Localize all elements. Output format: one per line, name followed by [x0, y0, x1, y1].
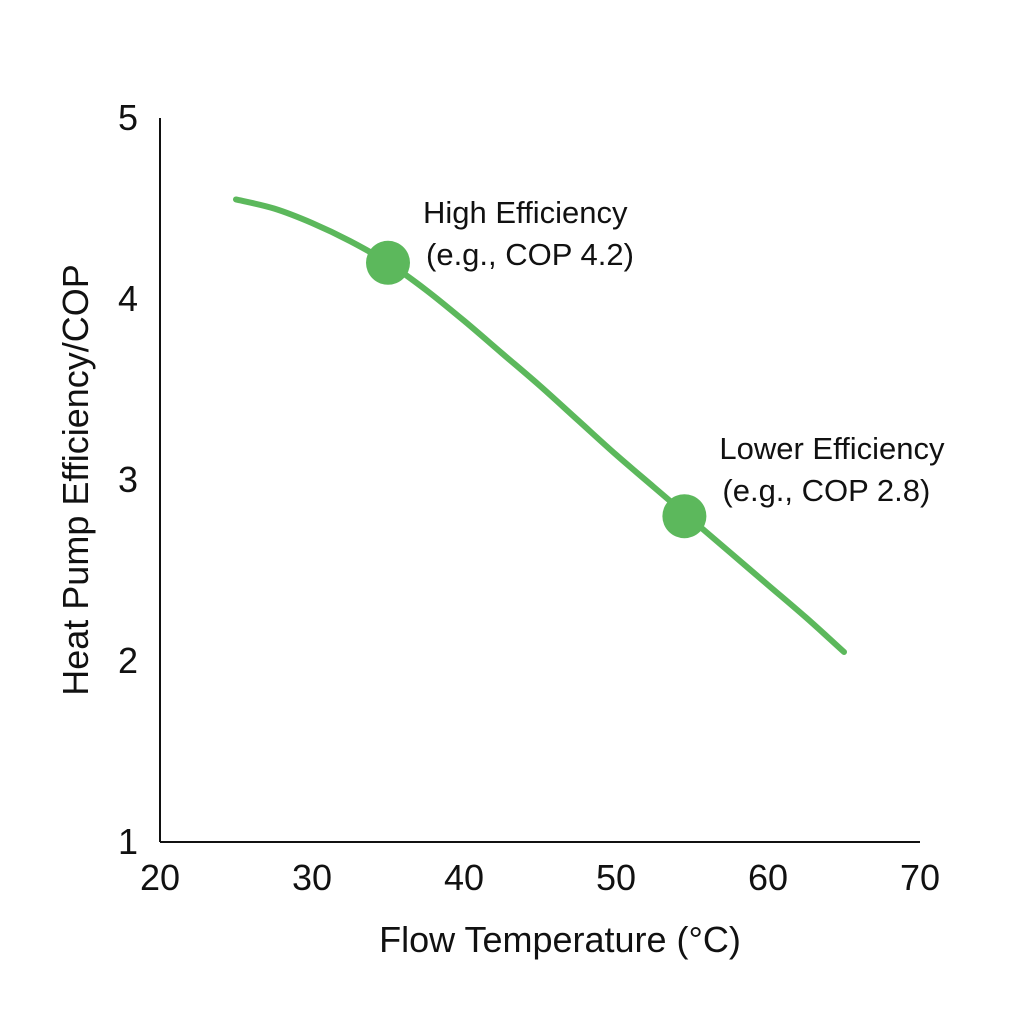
annotation-markers: [366, 240, 707, 539]
annotation-marker: [662, 494, 707, 539]
cop-series-line: [233, 196, 847, 655]
y-tick-label: 3: [118, 459, 138, 500]
x-tick-labels: 20 30 40 50 60 70: [140, 857, 940, 898]
x-tick-label: 60: [748, 857, 788, 898]
y-tick-label: 1: [118, 821, 138, 862]
annotation-marker: [366, 240, 410, 285]
x-tick-label: 20: [140, 857, 180, 898]
y-tick-label: 5: [118, 97, 138, 138]
x-tick-label: 70: [900, 857, 940, 898]
y-tick-labels: 1 2 3 4 5: [118, 97, 138, 862]
y-tick-label: 4: [118, 278, 138, 319]
y-tick-label: 2: [118, 640, 138, 681]
annotation-title: High Efficiency: [423, 195, 628, 230]
axes: [159, 118, 920, 843]
x-axis-label: Flow Temperature (°C): [379, 919, 741, 960]
x-tick-label: 40: [444, 857, 484, 898]
annotation-labels: High Efficiency (e.g., COP 4.2) Lower Effi…: [423, 195, 945, 508]
y-axis-label: Heat Pump Efficiency/COP: [55, 264, 96, 696]
annotation-title: Lower Efficiency: [719, 431, 945, 466]
annotation-value: (e.g., COP 2.8): [722, 473, 930, 508]
annotation-value: (e.g., COP 4.2): [426, 237, 634, 272]
x-tick-label: 30: [292, 857, 332, 898]
x-tick-label: 50: [596, 857, 636, 898]
